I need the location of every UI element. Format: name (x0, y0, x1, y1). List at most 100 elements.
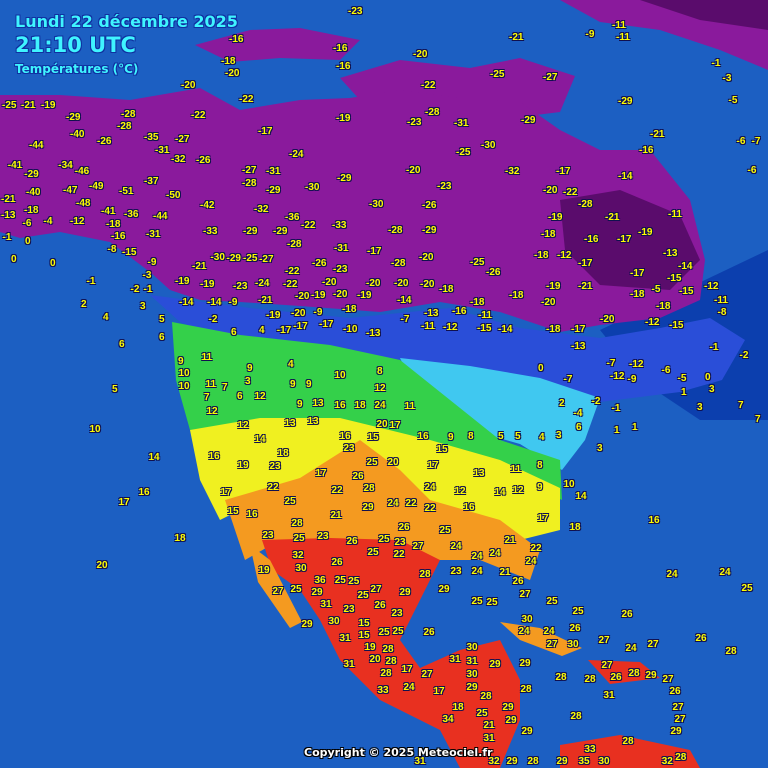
temperature-label: 25 (378, 534, 390, 546)
temperature-label: -17 (617, 234, 632, 245)
temperature-label: 27 (601, 660, 613, 671)
temperature-label: 25 (471, 596, 483, 607)
temperature-label: 9 (448, 432, 454, 443)
temperature-label: 31 (414, 756, 426, 767)
temperature-label: 17 (433, 686, 445, 697)
temperature-label: 15 (358, 629, 370, 641)
temperature-label: -15 (477, 323, 492, 334)
temperature-label: -31 (334, 243, 349, 254)
temperature-label: -27 (543, 72, 558, 83)
temperature-label: -28 (388, 225, 403, 236)
map-date: Lundi 22 décembre 2025 (15, 12, 238, 31)
temperature-label: -20 (181, 80, 196, 91)
temperature-label: -37 (144, 176, 159, 187)
temperature-label: 24 (374, 400, 386, 411)
temperature-label: -13 (663, 248, 678, 259)
temperature-label: 26 (621, 609, 633, 620)
temperature-label: 6 (237, 391, 243, 402)
temperature-label: 28 (480, 691, 492, 702)
temperature-label: -9 (147, 257, 157, 268)
temperature-label: 25 (290, 584, 302, 595)
temperature-label: 0 (50, 258, 56, 269)
temperature-label: 25 (357, 590, 369, 601)
temperature-label: 25 (284, 496, 296, 507)
temperature-label: 27 (546, 638, 558, 650)
temperature-label: 18 (452, 702, 464, 713)
very-hot-mexico (262, 538, 520, 768)
temperature-label: 27 (370, 584, 382, 595)
hispaniola (588, 660, 660, 684)
temperature-label: 23 (262, 530, 274, 541)
temperature-label: -22 (301, 220, 316, 231)
temperature-label: 13 (307, 416, 319, 427)
temperature-label: -17 (258, 126, 273, 137)
temperature-label: -13 (366, 328, 381, 339)
temperature-label: -23 (233, 281, 248, 292)
cuba (500, 622, 582, 656)
temperature-label: 16 (339, 431, 351, 442)
temperature-label: -21 (192, 261, 207, 272)
temperature-label: -48 (76, 198, 91, 209)
temperature-label: -12 (629, 359, 644, 370)
temperature-label: 30 (521, 614, 533, 625)
temperature-label: -16 (452, 306, 467, 317)
temperature-label: 24 (424, 482, 436, 493)
temperature-label: 20 (376, 419, 388, 430)
temperature-label: 27 (598, 635, 610, 646)
temperature-label: -8 (717, 307, 727, 318)
temperature-label: 12 (254, 391, 266, 402)
temperature-label: 26 (512, 576, 524, 588)
temperature-label: 17 (389, 420, 401, 431)
temperature-label: -22 (191, 110, 206, 121)
temperature-label: -1 (611, 403, 621, 414)
temperature-label: -16 (336, 61, 351, 72)
temperature-label: 0 (25, 236, 31, 247)
temperature-label: -21 (509, 32, 524, 43)
temperature-label: 30 (328, 616, 340, 627)
temperature-label: 25 (546, 596, 558, 607)
temperature-label: -1 (709, 342, 719, 353)
temperature-label: 29 (556, 756, 568, 767)
temperature-label: 25 (348, 576, 360, 587)
temperature-label: -17 (367, 246, 382, 257)
temperature-label: -29 (618, 96, 633, 107)
temperature-label: 2 (559, 398, 565, 409)
temperature-label: -41 (101, 206, 116, 218)
temperature-label: -29 (422, 225, 437, 236)
temperature-label: 22 (267, 482, 279, 493)
temperature-label: 4 (103, 312, 109, 323)
temperature-label: -21 (258, 295, 273, 306)
temperature-label: 27 (519, 588, 531, 600)
temperature-label: -42 (200, 200, 215, 211)
temperature-label: 9 (247, 363, 253, 374)
temperature-label: -46 (74, 166, 90, 177)
temperature-label: -29 (66, 112, 81, 123)
temperature-label: 26 (695, 633, 707, 644)
temperature-label: 14 (148, 452, 160, 463)
temperature-label: -18 (546, 324, 561, 335)
temperature-label: -44 (29, 140, 44, 151)
temperature-label: 22 (405, 498, 417, 509)
temperature-label: -19 (638, 227, 653, 238)
temperature-label: -19 (336, 113, 351, 124)
temperature-label: -17 (578, 258, 593, 269)
temperature-label: 24 (625, 643, 637, 654)
temperature-label: 10 (334, 370, 346, 381)
temperature-label: 29 (466, 682, 478, 693)
canada-alaska (0, 88, 705, 332)
labrador-coldest (560, 190, 700, 290)
temperature-label: 28 (628, 668, 640, 679)
temperature-label: 28 (584, 674, 596, 685)
temperature-label: -9 (585, 29, 595, 40)
temperature-label: -19 (546, 281, 561, 292)
temperature-label: 15 (436, 444, 448, 455)
temperature-label: 9 (178, 356, 184, 368)
temperature-label: 29 (502, 702, 514, 713)
temperature-label: 28 (725, 646, 737, 657)
temperature-label: 36 (314, 574, 326, 586)
temperature-label: 11 (510, 464, 522, 475)
temperature-label: -49 (89, 181, 104, 192)
temperature-label: 29 (519, 658, 531, 669)
temperature-label: 29 (506, 756, 518, 767)
temperature-label: 32 (488, 756, 500, 767)
